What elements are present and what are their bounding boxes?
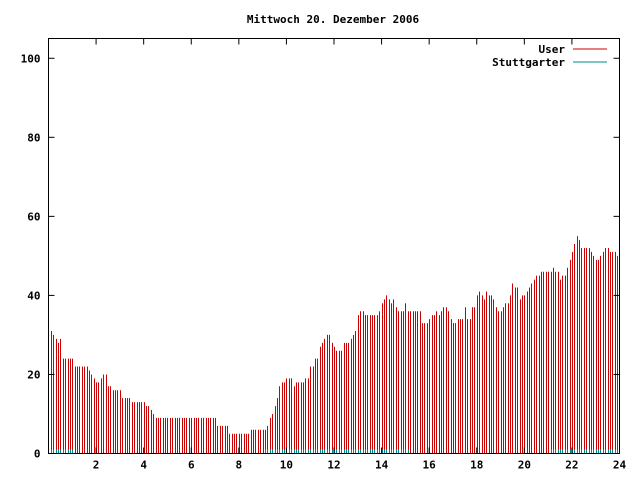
y-tick-label: 40	[27, 289, 40, 302]
x-tick-label: 20	[518, 459, 531, 472]
x-tick-label: 10	[280, 459, 293, 472]
y-tick-label: 60	[27, 210, 40, 223]
y-tick-label: 0	[34, 448, 41, 461]
x-tick-label: 4	[140, 459, 147, 472]
x-tick-label: 22	[565, 459, 578, 472]
bar-group	[51, 236, 618, 454]
x-tick-label: 12	[327, 459, 340, 472]
x-tick-label: 24	[613, 459, 627, 472]
y-tick-label: 80	[27, 131, 40, 144]
x-tick-label: 8	[236, 459, 243, 472]
legend-label: User	[539, 43, 566, 56]
chart-title: Mittwoch 20. Dezember 2006	[247, 13, 420, 26]
y-tick-label: 20	[27, 368, 40, 381]
legend-label: Stuttgarter	[492, 56, 565, 69]
x-tick-label: 16	[423, 459, 437, 472]
x-tick-label: 18	[470, 459, 483, 472]
x-tick-label: 14	[375, 459, 389, 472]
x-tick-label: 6	[188, 459, 195, 472]
y-tick-label: 100	[21, 52, 41, 65]
x-tick-label: 2	[93, 459, 100, 472]
